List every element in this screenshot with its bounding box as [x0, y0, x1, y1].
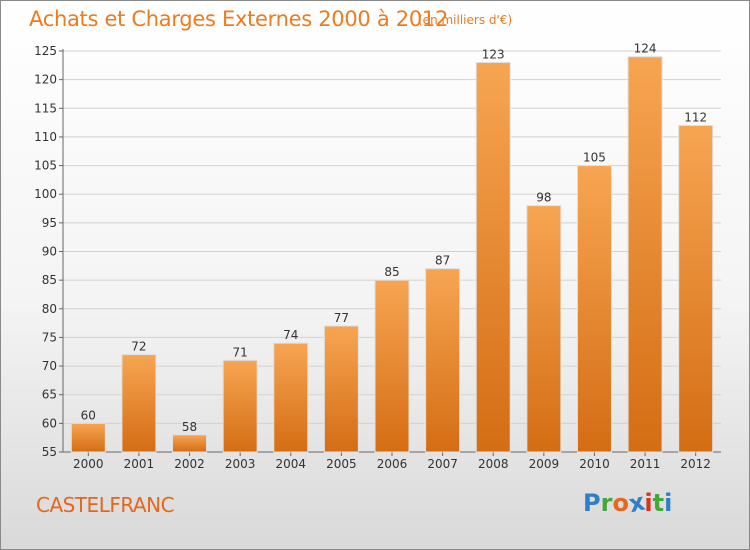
- x-tick-label-2009: 2009: [529, 457, 560, 471]
- logo-letter: i: [664, 489, 673, 517]
- proxiti-logo[interactable]: Proxiti: [583, 488, 673, 519]
- value-label-2002: 58: [182, 420, 197, 434]
- y-tick-label: 105: [34, 159, 57, 173]
- bars: [70, 56, 714, 453]
- logo-letter: o: [612, 489, 629, 517]
- bar-2005: [323, 325, 359, 453]
- bar-2001: [121, 354, 157, 453]
- x-tick-label-2012: 2012: [680, 457, 711, 471]
- bar-2009: [526, 205, 562, 453]
- x-tick-label-2000: 2000: [73, 457, 104, 471]
- y-tick-label: 80: [42, 302, 57, 316]
- value-label-2008: 123: [482, 47, 505, 61]
- x-tick-label-2006: 2006: [377, 457, 408, 471]
- bar-2007: [425, 268, 461, 453]
- logo-letter: i: [644, 489, 653, 517]
- value-label-2000: 60: [81, 408, 96, 422]
- value-label-2003: 71: [233, 345, 248, 359]
- x-tick-label-2004: 2004: [275, 457, 306, 471]
- x-tick-label-2003: 2003: [225, 457, 256, 471]
- bar-2000: [70, 422, 106, 453]
- y-tick-label: 85: [42, 273, 57, 287]
- bar-2003: [222, 359, 258, 453]
- x-tick-label-2005: 2005: [326, 457, 357, 471]
- labels: 55 60 65 70 75 80 85 90 95 100 105 110 115 120 125 60 20…: [34, 42, 711, 471]
- logo-letter: t: [652, 489, 665, 517]
- y-tick-label: 60: [42, 416, 57, 430]
- y-tick-label: 70: [42, 359, 57, 373]
- y-tick-label: 75: [42, 330, 57, 344]
- value-label-2007: 87: [435, 254, 450, 268]
- value-label-2006: 85: [384, 265, 399, 279]
- bar-2010: [576, 165, 612, 453]
- y-tick-label: 90: [42, 245, 57, 259]
- y-tick-label: 100: [34, 187, 57, 201]
- y-tick-label: 110: [34, 130, 57, 144]
- y-tick-label: 120: [34, 73, 57, 87]
- logo-letter: P: [583, 489, 601, 517]
- value-label-2011: 124: [634, 42, 657, 56]
- bar-2002: [172, 434, 208, 453]
- place-name: CASTELFRANC: [36, 493, 175, 517]
- chart-title: Achats et Charges Externes 2000 à 2012: [29, 7, 449, 31]
- y-tick-label: 125: [34, 44, 57, 58]
- value-label-2001: 72: [131, 340, 146, 354]
- x-tick-label-2008: 2008: [478, 457, 509, 471]
- value-label-2004: 74: [283, 328, 298, 342]
- x-tick-label-2011: 2011: [630, 457, 661, 471]
- y-tick-label: 95: [42, 216, 57, 230]
- y-tick-label: 55: [42, 445, 57, 459]
- bar-2006: [374, 279, 410, 453]
- x-tick-label-2001: 2001: [124, 457, 155, 471]
- value-label-2005: 77: [334, 311, 349, 325]
- y-tick-label: 115: [34, 101, 57, 115]
- bar-2004: [273, 342, 309, 453]
- x-tick-label-2010: 2010: [579, 457, 610, 471]
- chart-subtitle: (en milliers d'€): [418, 13, 513, 27]
- value-label-2010: 105: [583, 151, 606, 165]
- bar-2008: [475, 61, 511, 453]
- value-label-2009: 98: [536, 191, 551, 205]
- value-label-2012: 112: [684, 110, 707, 124]
- bar-2012: [678, 124, 714, 453]
- x-tick-label-2007: 2007: [427, 457, 458, 471]
- logo-letter: r: [600, 489, 613, 517]
- bar-2011: [627, 56, 663, 453]
- y-tick-label: 65: [42, 388, 57, 402]
- x-tick-label-2002: 2002: [174, 457, 205, 471]
